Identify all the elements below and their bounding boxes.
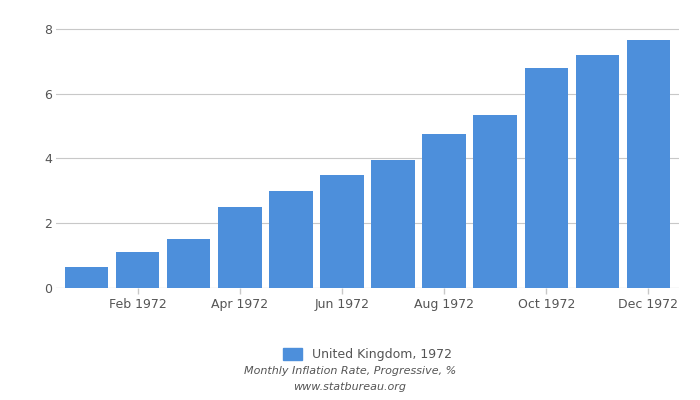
Bar	[218, 207, 262, 288]
Bar	[524, 68, 568, 288]
Bar	[321, 175, 364, 288]
Bar	[65, 267, 108, 288]
Bar	[270, 191, 313, 288]
Bar	[371, 160, 414, 288]
Bar	[626, 40, 670, 288]
Bar	[422, 134, 466, 288]
Text: Monthly Inflation Rate, Progressive, %: Monthly Inflation Rate, Progressive, %	[244, 366, 456, 376]
Bar	[116, 252, 160, 288]
Legend: United Kingdom, 1972: United Kingdom, 1972	[278, 343, 457, 366]
Text: www.statbureau.org: www.statbureau.org	[293, 382, 407, 392]
Bar	[167, 240, 211, 288]
Bar	[575, 55, 619, 288]
Bar	[473, 115, 517, 288]
